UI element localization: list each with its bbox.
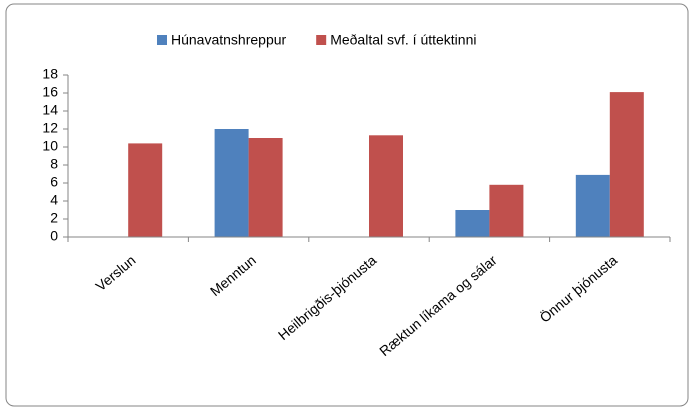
legend-label: Meðaltal svf. í úttektinni xyxy=(330,32,476,48)
legend-swatch xyxy=(316,35,327,45)
bar xyxy=(214,129,249,237)
y-tick-label: 18 xyxy=(42,66,58,82)
bar xyxy=(575,174,610,237)
y-tick-label: 6 xyxy=(50,174,58,190)
legend-swatch xyxy=(157,35,167,45)
bar xyxy=(128,143,163,237)
bar xyxy=(248,138,283,237)
bar xyxy=(455,210,490,237)
y-tick-label: 16 xyxy=(42,84,58,100)
y-tick-label: 0 xyxy=(50,228,58,244)
chart-border xyxy=(5,3,689,407)
y-tick-label: 10 xyxy=(42,138,58,154)
y-tick-label: 2 xyxy=(50,210,58,226)
bar xyxy=(609,92,644,237)
legend-label: Húnavatnshreppur xyxy=(171,32,287,48)
y-tick-label: 14 xyxy=(42,102,58,118)
y-tick-label: 4 xyxy=(50,192,58,208)
y-tick-label: 12 xyxy=(42,120,58,136)
bar xyxy=(489,184,524,237)
bar xyxy=(369,135,403,237)
y-tick-label: 8 xyxy=(50,156,58,172)
